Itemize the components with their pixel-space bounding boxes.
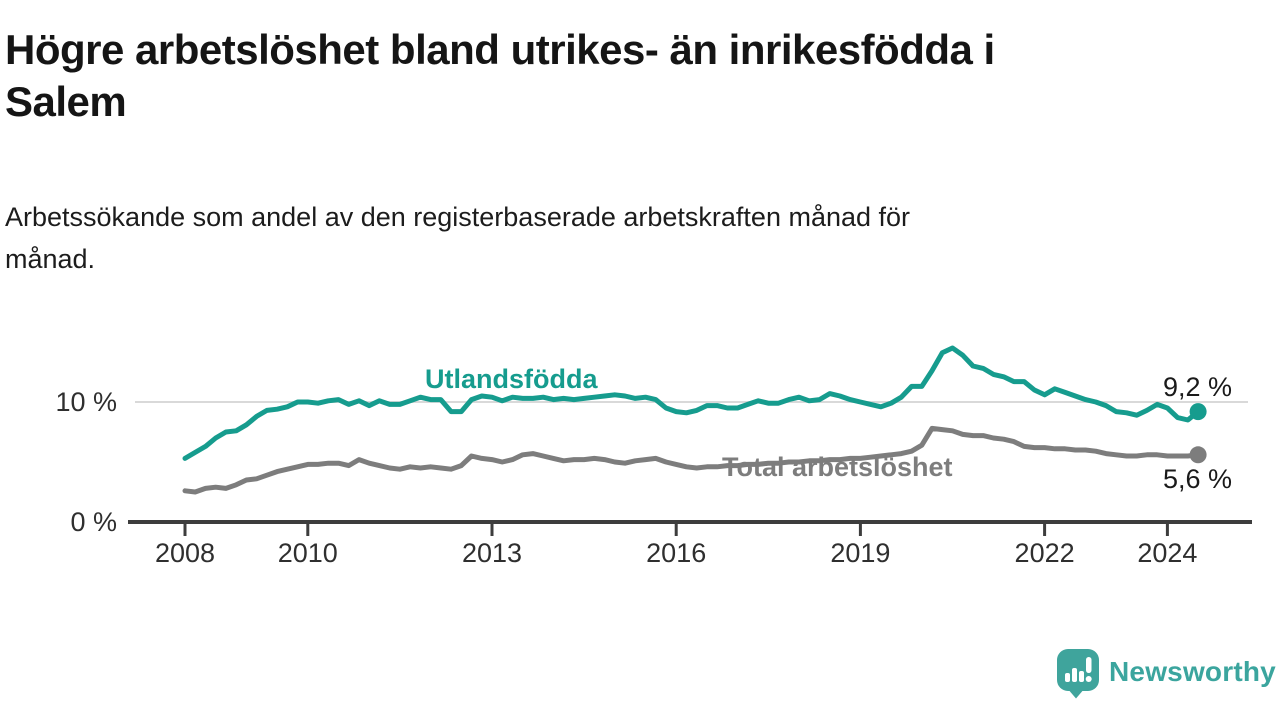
subtitle-line-2: månad. (5, 244, 96, 274)
x-tick-label-2008: 2008 (155, 538, 215, 568)
logo-exclamation-dot (1085, 676, 1092, 682)
page-title: Högre arbetslöshet bland utrikes- än inr… (5, 24, 1235, 128)
x-tick-label-2022: 2022 (1015, 538, 1075, 568)
end-dot-utlandsf-dda (1189, 403, 1207, 421)
logo-bar-3 (1079, 671, 1084, 682)
x-tick-label-2024: 2024 (1137, 538, 1197, 568)
line-utlandsf-dda (182, 345, 1201, 461)
newsworthy-wordmark: Newsworthy (1109, 656, 1276, 687)
series-label-total-arbetsloshet: Total arbetslöshet (722, 452, 953, 482)
series-label-utlandsfodda: Utlandsfödda (425, 364, 598, 394)
logo-bubble (1057, 649, 1099, 691)
end-dot-total-arbetsl-shet (1189, 446, 1207, 464)
chart-subtitle: Arbetssökande som andel av den registerb… (5, 196, 1195, 280)
newsworthy-logo-icon (1057, 649, 1099, 699)
y-tick-label-0: 0 % (70, 507, 117, 537)
x-tick-label-2013: 2013 (462, 538, 522, 568)
y-axis-labels: 10 % 0 % (55, 387, 117, 537)
end-value-label-utlandsfodda: 9,2 % (1163, 372, 1232, 402)
x-axis-ticks: 2008 2010 2013 2016 2019 2022 2024 (155, 523, 1197, 568)
unemployment-line-chart: 2008 2010 2013 2016 2019 2022 2024 10 % 0 % Utl… (55, 345, 1252, 568)
logo-bar-1 (1065, 673, 1070, 682)
subtitle-line-1: Arbetssökande som andel av den registerb… (5, 202, 911, 232)
title-line-2: Salem (5, 78, 127, 125)
y-tick-label-10: 10 % (55, 387, 117, 417)
title-line-1: Högre arbetslöshet bland utrikes- än inr… (5, 26, 995, 73)
logo-bar-2 (1072, 668, 1077, 682)
line-total-arbetsl-shet (182, 425, 1201, 495)
logo-bubble-tail (1067, 688, 1085, 699)
newsworthy-branding: Newsworthy (1056, 648, 1276, 700)
logo-exclamation-bar (1086, 657, 1092, 673)
x-tick-label-2016: 2016 (646, 538, 706, 568)
x-tick-label-2019: 2019 (830, 538, 890, 568)
x-tick-label-2010: 2010 (278, 538, 338, 568)
series-lines (182, 345, 1207, 495)
end-value-label-total: 5,6 % (1163, 464, 1232, 494)
